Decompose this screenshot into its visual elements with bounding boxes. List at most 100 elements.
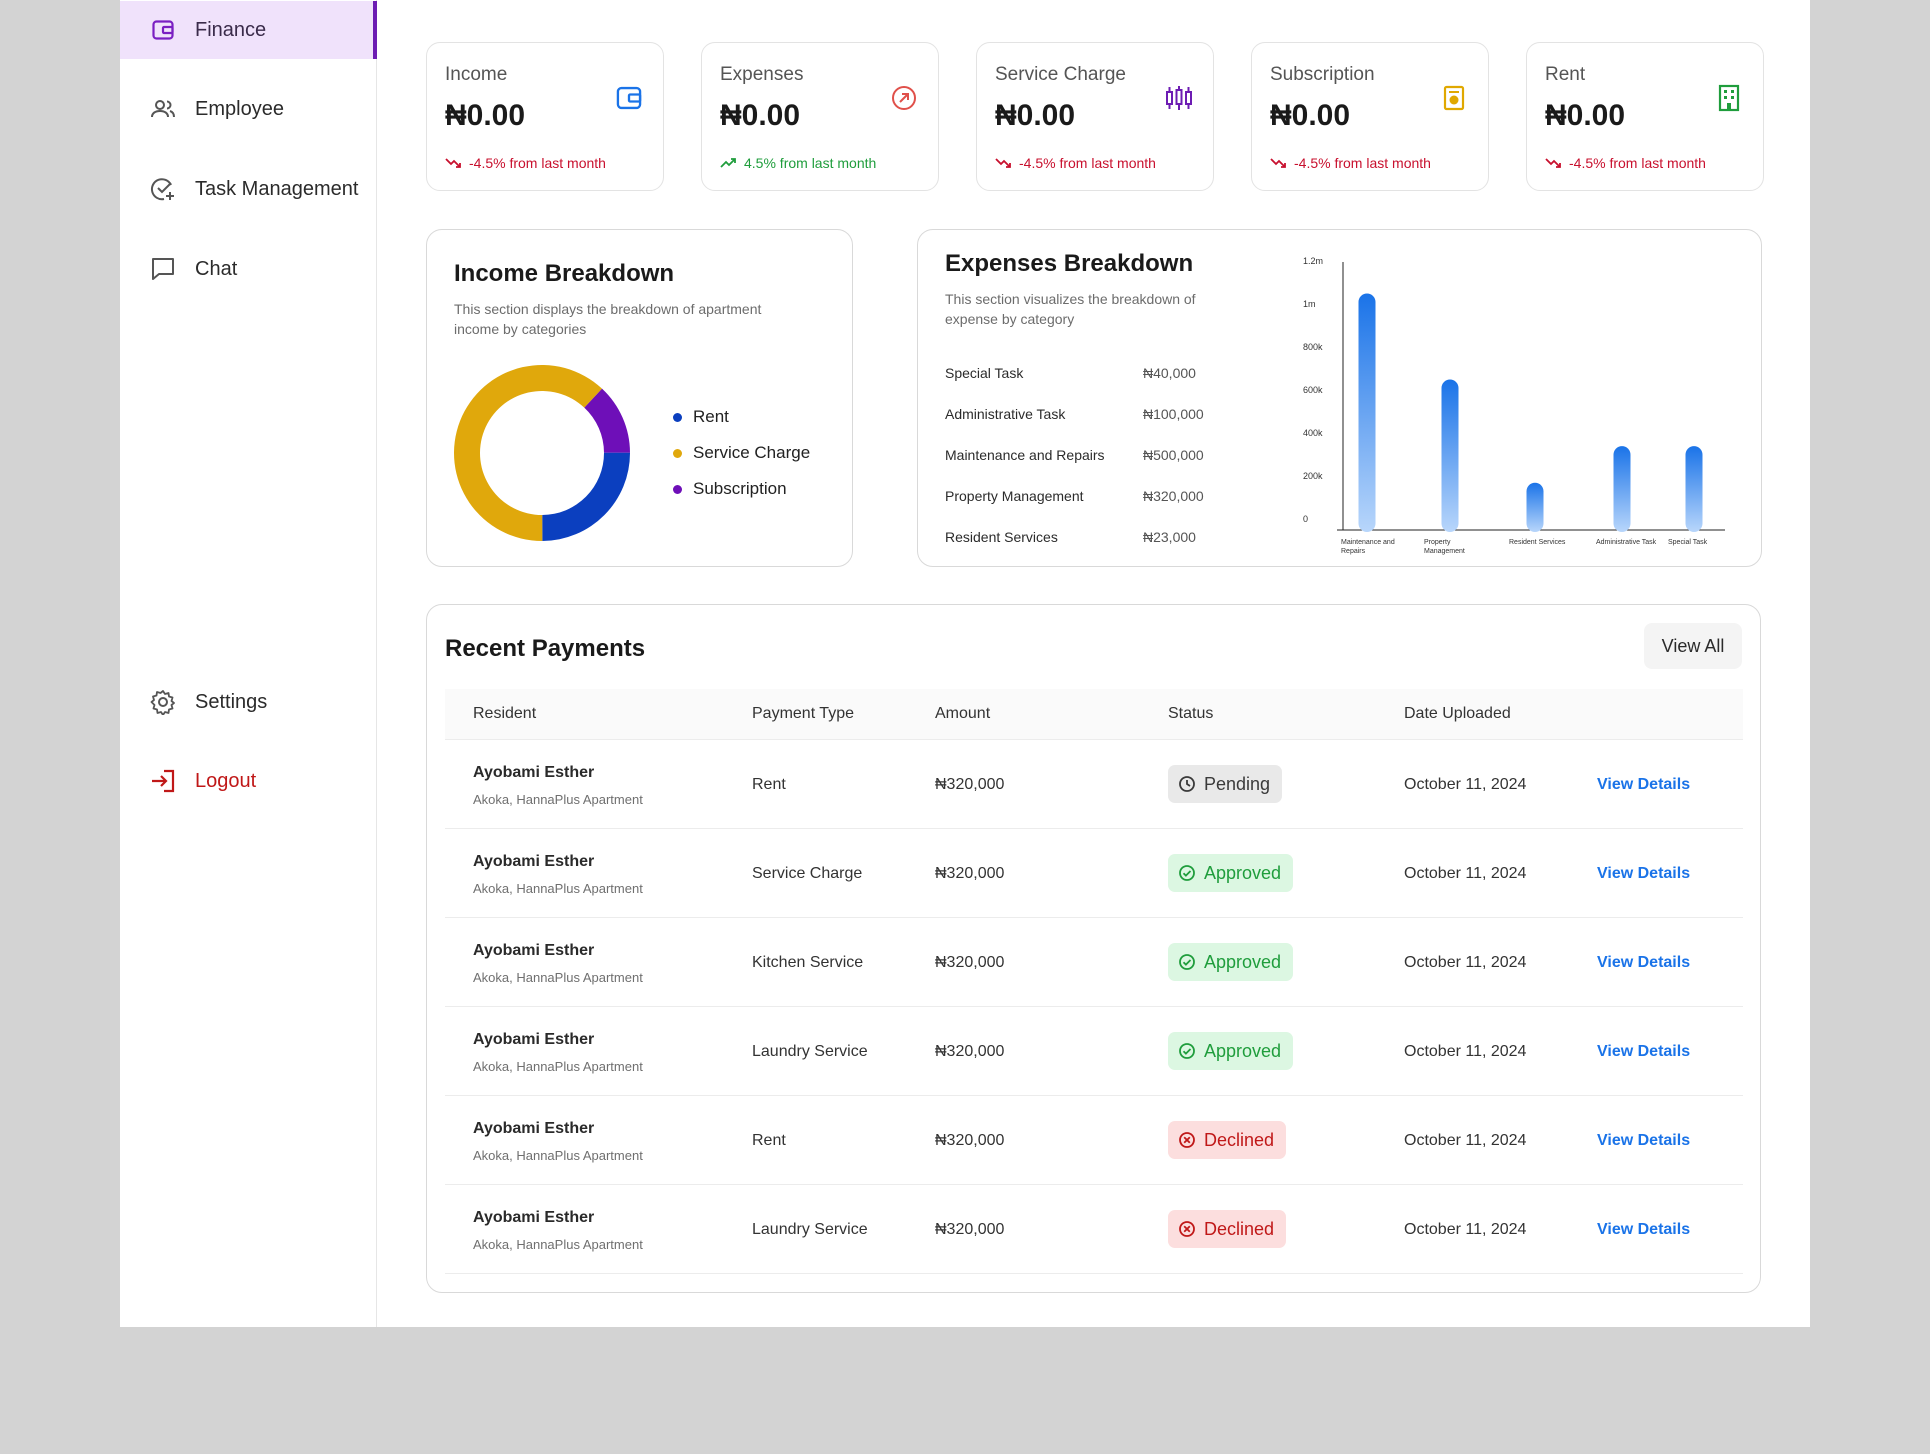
x-circle-icon <box>1179 1221 1195 1237</box>
y-tick-label: 0 <box>1303 514 1308 524</box>
main-content: Income ₦0.00 -4.5% from last month Expen… <box>377 0 1810 1327</box>
payment-amount: ₦320,000 <box>935 954 1005 971</box>
payment-amount: ₦320,000 <box>935 1132 1005 1149</box>
expenses-stat-card: Expenses ₦0.00 4.5% from last month <box>701 42 939 191</box>
bar-maintenance-and-repairs <box>1358 293 1376 532</box>
arrow-circle-icon <box>890 84 918 112</box>
candlestick-icon <box>1165 84 1193 112</box>
gear-icon <box>149 688 177 716</box>
resident-name: Ayobami Esther <box>473 853 595 870</box>
date-uploaded: October 11, 2024 <box>1404 865 1527 882</box>
stat-label: Rent <box>1545 64 1586 85</box>
payment-amount: ₦320,000 <box>935 776 1005 793</box>
recent-payments-panel: Recent Payments View All Resident Paymen… <box>426 604 1761 1293</box>
income-breakdown-panel: Income Breakdown This section displays t… <box>426 229 853 567</box>
table-row: Ayobami Esther Akoka, HannaPlus Apartment… <box>445 829 1743 918</box>
chat-icon <box>149 255 177 283</box>
x-circle-icon <box>1179 1132 1195 1148</box>
check-circle-icon <box>1179 865 1195 881</box>
building-icon <box>1715 84 1743 112</box>
wallet-icon <box>149 16 177 44</box>
view-all-button[interactable]: View All <box>1644 623 1742 669</box>
view-details-link[interactable]: View Details <box>1597 776 1691 793</box>
sidebar-item-chat[interactable]: Chat <box>120 240 377 298</box>
resident-address: Akoka, HannaPlus Apartment <box>473 1059 643 1074</box>
x-tick-label: Maintenance and Repairs <box>1341 539 1395 555</box>
sidebar-item-label: Chat <box>195 257 238 280</box>
status-badge: Pending <box>1168 765 1283 803</box>
trending-down-icon <box>995 158 1011 168</box>
expense-row: Special Task ₦40,000 <box>945 365 1196 381</box>
payment-amount: ₦320,000 <box>935 865 1005 882</box>
table-row: Ayobami Esther Akoka, HannaPlus Apartment… <box>445 1007 1743 1096</box>
sidebar-item-logout[interactable]: Logout <box>120 752 377 810</box>
y-tick-label: 1m <box>1303 299 1316 309</box>
sidebar-item-settings[interactable]: Settings <box>120 673 377 731</box>
sidebar-item-label: Task Management <box>195 177 359 200</box>
sidebar-item-finance[interactable]: Finance <box>120 1 377 59</box>
service-charge-stat-card: Service Charge ₦0.00 -4.5% from last mon… <box>976 42 1214 191</box>
bar-administrative-task <box>1613 446 1631 532</box>
status-badge: Declined <box>1168 1121 1287 1159</box>
trending-down-icon <box>445 158 461 168</box>
resident-name: Ayobami Esther <box>473 764 595 781</box>
clock-icon <box>1179 776 1195 792</box>
wallet-icon <box>615 84 643 112</box>
legend-item-service-charge: Service Charge <box>673 443 810 463</box>
expense-value: ₦500,000 <box>1143 447 1204 463</box>
bar-property-management <box>1441 379 1459 532</box>
legend-label: Subscription <box>693 479 787 498</box>
payment-type: Service Charge <box>752 865 863 882</box>
view-details-link[interactable]: View Details <box>1597 954 1691 971</box>
sidebar-item-task-management[interactable]: Task Management <box>120 160 377 218</box>
stat-trend-text: -4.5% from last month <box>469 155 606 171</box>
stat-value: ₦0.00 <box>445 99 526 132</box>
payments-table: Resident Payment Type Amount Status Date… <box>445 689 1743 1274</box>
status-text: Approved <box>1204 862 1282 883</box>
resident-name: Ayobami Esther <box>473 1209 595 1226</box>
bar-special-task <box>1685 446 1703 532</box>
view-details-link[interactable]: View Details <box>1597 1221 1691 1238</box>
income-donut-chart <box>454 365 630 541</box>
status-badge: Approved <box>1168 854 1294 892</box>
stat-label: Subscription <box>1270 64 1375 85</box>
view-details-link[interactable]: View Details <box>1597 1132 1691 1149</box>
status-text: Approved <box>1204 1040 1282 1061</box>
status-badge: Declined <box>1168 1210 1287 1248</box>
expense-value: ₦40,000 <box>1143 365 1196 381</box>
y-tick-label: 1.2m <box>1303 256 1323 266</box>
sidebar-item-label: Employee <box>195 97 284 120</box>
expense-row: Resident Services ₦23,000 <box>945 529 1196 545</box>
stat-value: ₦0.00 <box>995 99 1076 132</box>
view-details-link[interactable]: View Details <box>1597 865 1691 882</box>
expense-row: Property Management ₦320,000 <box>945 488 1204 504</box>
table-header: Resident Payment Type Amount Status Date… <box>445 689 1743 740</box>
table-row: Ayobami Esther Akoka, HannaPlus Apartment… <box>445 1096 1743 1185</box>
expense-name: Administrative Task <box>945 406 1066 422</box>
donut-slice-subscription <box>584 388 630 453</box>
stat-label: Service Charge <box>995 64 1126 85</box>
legend-dot <box>673 484 682 494</box>
legend-dot <box>673 412 682 422</box>
y-tick-label: 800k <box>1303 342 1323 352</box>
expense-value: ₦320,000 <box>1143 488 1204 504</box>
status-text: Pending <box>1204 773 1271 794</box>
stat-trend: -4.5% from last month <box>1270 155 1431 171</box>
payment-type: Rent <box>752 1132 786 1149</box>
status-text: Approved <box>1204 951 1282 972</box>
stat-value: ₦0.00 <box>1545 99 1626 132</box>
resident-address: Akoka, HannaPlus Apartment <box>473 1148 643 1163</box>
stat-label: Expenses <box>720 64 804 85</box>
expense-name: Special Task <box>945 365 1024 381</box>
y-tick-label: 600k <box>1303 385 1323 395</box>
expense-row: Administrative Task ₦100,000 <box>945 406 1204 422</box>
expense-name: Maintenance and Repairs <box>945 447 1105 463</box>
legend-item-subscription: Subscription <box>673 479 787 499</box>
column-header-amount: Amount <box>935 705 991 722</box>
view-details-link[interactable]: View Details <box>1597 1043 1691 1060</box>
stat-trend-text: -4.5% from last month <box>1569 155 1706 171</box>
resident-address: Akoka, HannaPlus Apartment <box>473 1237 643 1252</box>
donut-slice-service-charge <box>454 365 603 541</box>
status-badge: Approved <box>1168 1032 1294 1070</box>
sidebar-item-employee[interactable]: Employee <box>120 80 377 138</box>
